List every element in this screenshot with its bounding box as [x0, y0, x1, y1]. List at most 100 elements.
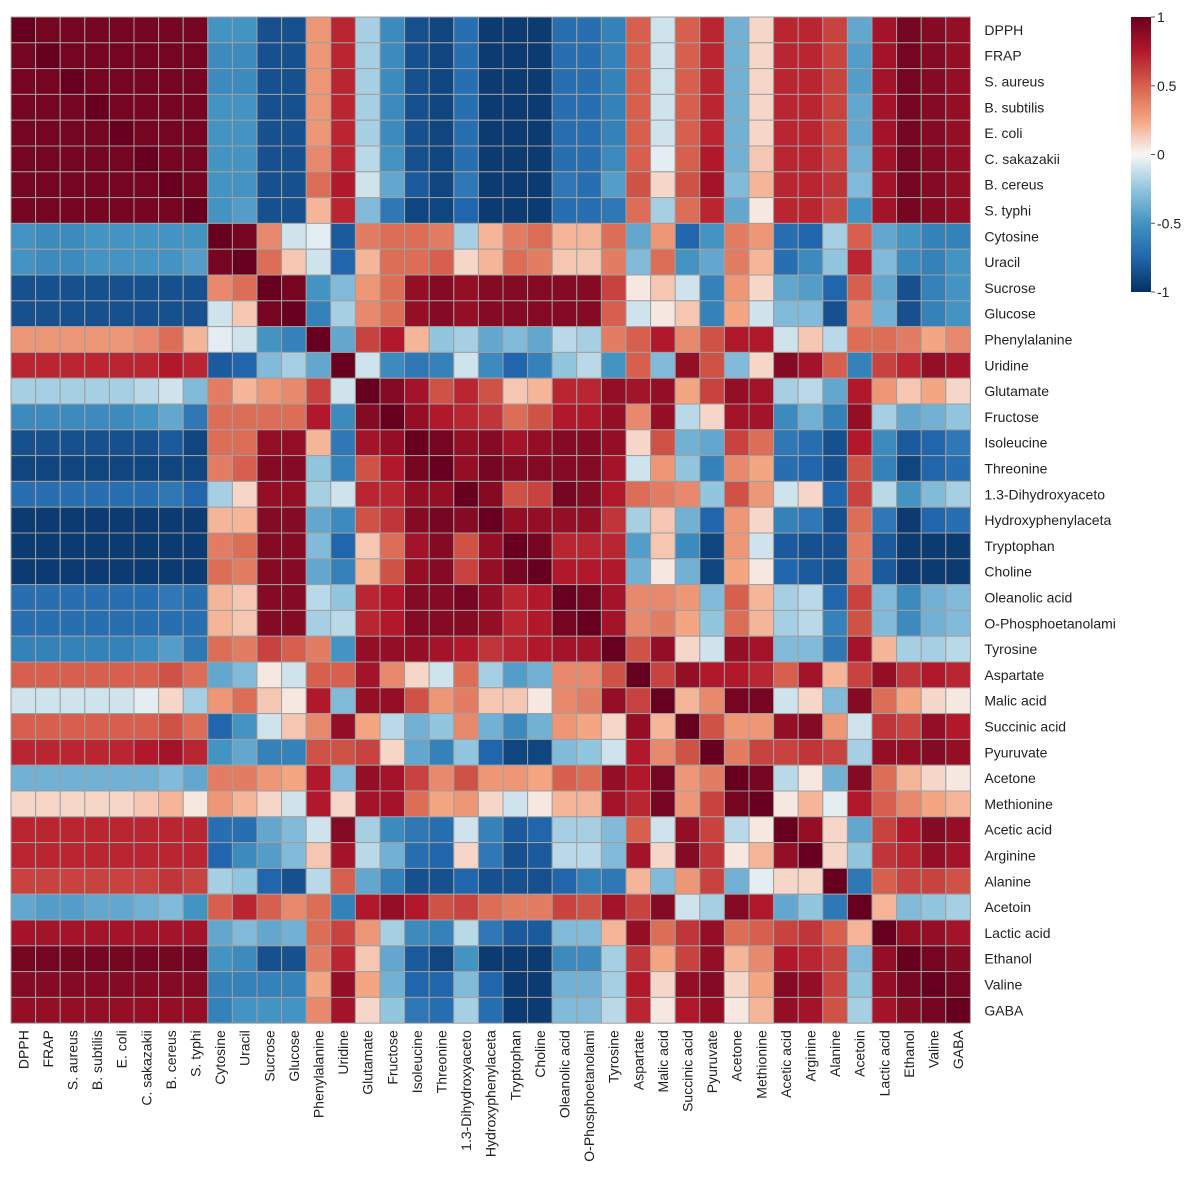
heatmap-cell — [207, 171, 233, 199]
heatmap-cell — [379, 119, 406, 147]
heatmap-cell — [699, 197, 725, 224]
heatmap-cell — [477, 532, 504, 560]
heatmap-cell — [773, 119, 799, 147]
heatmap-cell — [625, 661, 652, 689]
heatmap-cell — [207, 919, 233, 947]
heatmap-cell — [379, 790, 406, 818]
heatmap-cell — [10, 16, 37, 44]
heatmap-cell — [625, 558, 652, 586]
heatmap-cell — [379, 68, 406, 95]
heatmap-cell — [35, 971, 61, 998]
heatmap-cell — [35, 119, 61, 147]
heatmap-cell — [428, 764, 455, 792]
heatmap-cell — [576, 119, 602, 147]
heatmap-cell — [723, 403, 750, 431]
heatmap-cell — [305, 93, 332, 121]
heatmap-cell — [354, 171, 381, 199]
heatmap-cell — [477, 455, 504, 482]
row-label: Acetic acid — [984, 822, 1052, 838]
heatmap-cell — [108, 584, 135, 611]
heatmap-cell — [871, 248, 898, 276]
heatmap-cell — [428, 584, 455, 611]
heatmap-cell — [404, 68, 430, 95]
heatmap-cell — [527, 919, 553, 947]
heatmap-cell — [896, 16, 922, 44]
heatmap-cell — [674, 68, 701, 95]
heatmap-cell — [576, 403, 602, 431]
heatmap-cell — [453, 326, 479, 353]
heatmap-cell — [773, 145, 799, 173]
heatmap-cell — [527, 222, 553, 250]
heatmap-cell — [551, 145, 578, 173]
heatmap-cell — [600, 300, 627, 328]
heatmap-cell — [723, 222, 750, 250]
heatmap-cell — [674, 377, 701, 405]
heatmap-cell — [453, 609, 479, 637]
heatmap-cell — [182, 119, 209, 147]
heatmap-cell — [699, 16, 725, 44]
heatmap-cell — [699, 429, 725, 457]
heatmap-cell — [797, 222, 824, 250]
heatmap-cell — [84, 248, 110, 276]
heatmap-cell — [477, 893, 504, 921]
heatmap-cell — [477, 171, 504, 199]
heatmap-cell — [404, 171, 430, 199]
heatmap-cell — [330, 403, 356, 431]
heatmap-cell — [158, 377, 184, 405]
heatmap-cell — [256, 816, 283, 844]
heatmap-cell — [305, 274, 332, 302]
heatmap-cell — [822, 971, 848, 998]
heatmap-cell — [453, 351, 479, 379]
heatmap-cell — [354, 919, 381, 947]
heatmap-cell — [158, 197, 184, 224]
heatmap-cell — [108, 429, 135, 457]
heatmap-cell — [182, 532, 209, 560]
heatmap-cell — [108, 16, 135, 44]
heatmap-cell — [256, 351, 283, 379]
heatmap-cell — [920, 119, 947, 147]
heatmap-cell — [920, 300, 947, 328]
heatmap-cell — [35, 171, 61, 199]
heatmap-cell — [699, 790, 725, 818]
heatmap-cell — [477, 635, 504, 663]
heatmap-cell — [674, 687, 701, 715]
heatmap-cell — [158, 609, 184, 637]
heatmap-cell — [428, 171, 455, 199]
heatmap-cell — [748, 248, 775, 276]
heatmap-cell — [896, 661, 922, 689]
heatmap-cell — [650, 919, 676, 947]
heatmap-cell — [846, 455, 873, 482]
column-label: E. coli — [114, 1030, 130, 1068]
heatmap-cell — [502, 764, 529, 792]
heatmap-cell — [576, 687, 602, 715]
heatmap-cell — [133, 635, 160, 663]
heatmap-cell — [108, 842, 135, 869]
heatmap-cell — [453, 764, 479, 792]
heatmap-cell — [773, 93, 799, 121]
heatmap-cell — [797, 661, 824, 689]
heatmap-cell — [256, 893, 283, 921]
heatmap-cell — [256, 93, 283, 121]
heatmap-cell — [10, 971, 37, 998]
heatmap-cell — [625, 971, 652, 998]
heatmap-cell — [945, 506, 971, 534]
column-label: S. aureus — [65, 1030, 81, 1090]
heatmap-cell — [256, 119, 283, 147]
row-label: Isoleucine — [984, 435, 1047, 451]
heatmap-cell — [846, 197, 873, 224]
heatmap-cell — [502, 16, 529, 44]
heatmap-cells — [10, 16, 971, 1024]
heatmap-cell — [773, 326, 799, 353]
heatmap-cell — [428, 919, 455, 947]
heatmap-cell — [502, 506, 529, 534]
heatmap-cell — [527, 145, 553, 173]
heatmap-cell — [723, 713, 750, 740]
heatmap-cell — [330, 248, 356, 276]
heatmap-cell — [35, 274, 61, 302]
heatmap-cell — [281, 274, 307, 302]
heatmap-cell — [35, 867, 61, 895]
heatmap-cell — [896, 480, 922, 508]
column-label: Malic acid — [655, 1030, 671, 1092]
heatmap-cell — [551, 455, 578, 482]
heatmap-cell — [527, 532, 553, 560]
